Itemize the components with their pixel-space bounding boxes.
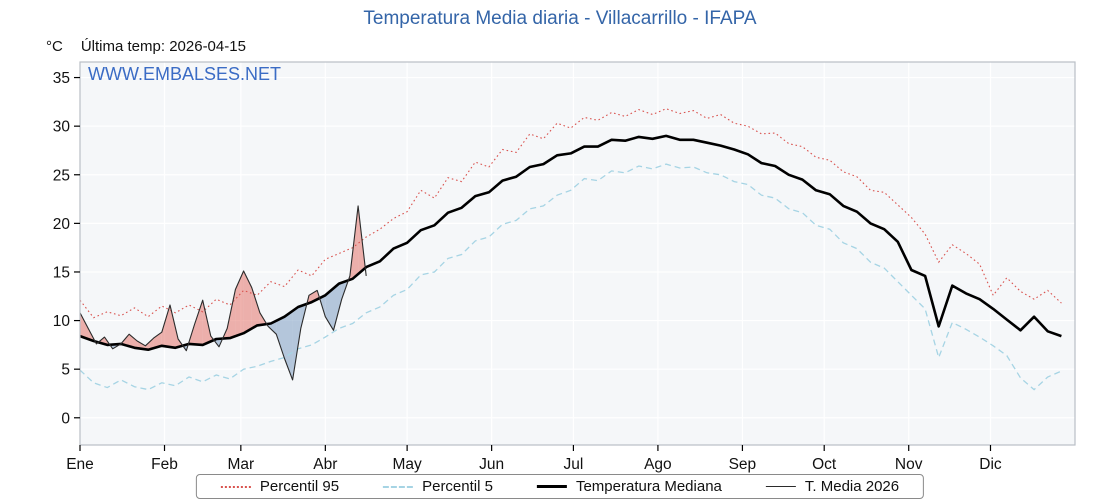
svg-text:Abr: Abr [313, 456, 337, 473]
chart-subtitle-row: °C Última temp: 2026-04-15 [46, 38, 246, 55]
svg-text:Jul: Jul [563, 456, 583, 473]
chart-title: Temperatura Media diaria - Villacarrillo… [363, 8, 757, 29]
legend-label-mediana: Temperatura Mediana [575, 478, 722, 495]
legend: Percentil 95 Percentil 5 Temperatura Med… [195, 474, 925, 499]
svg-text:35: 35 [53, 70, 70, 87]
svg-text:Dic: Dic [979, 456, 1002, 473]
legend-label-percentil-95: Percentil 95 [259, 478, 340, 495]
watermark-link[interactable]: WWW.EMBALSES.NET [88, 64, 282, 84]
percentil-95-line-sample-icon [220, 485, 251, 488]
svg-text:20: 20 [53, 216, 71, 233]
legend-item-mediana: Temperatura Mediana [536, 478, 722, 495]
svg-text:Sep: Sep [729, 456, 757, 473]
svg-text:Oct: Oct [812, 456, 837, 473]
svg-text:Jun: Jun [479, 456, 504, 473]
svg-text:Nov: Nov [895, 456, 923, 473]
svg-text:May: May [392, 456, 422, 473]
legend-item-percentil-5: Percentil 5 [383, 478, 493, 495]
svg-text:Feb: Feb [151, 456, 178, 473]
mediana-line-sample-icon [536, 485, 567, 488]
legend-item-percentil-95: Percentil 95 [220, 478, 340, 495]
svg-text:25: 25 [53, 167, 70, 184]
svg-text:10: 10 [53, 313, 71, 330]
legend-item-media-2026: T. Media 2026 [765, 478, 900, 495]
legend-label-percentil-5: Percentil 5 [422, 478, 493, 495]
svg-text:15: 15 [53, 265, 70, 282]
y-axis-unit-label: °C [46, 38, 63, 55]
svg-text:5: 5 [61, 362, 70, 379]
last-temp-label: Última temp: 2026-04-15 [80, 38, 246, 55]
svg-text:Ene: Ene [66, 456, 94, 473]
svg-text:Mar: Mar [227, 456, 254, 473]
svg-text:0: 0 [61, 410, 70, 427]
legend-label-media-2026: T. Media 2026 [804, 478, 900, 495]
svg-text:30: 30 [53, 119, 71, 136]
percentil-5-line-sample-icon [383, 485, 414, 488]
svg-text:Ago: Ago [644, 456, 672, 473]
media-2026-line-sample-icon [765, 486, 796, 487]
